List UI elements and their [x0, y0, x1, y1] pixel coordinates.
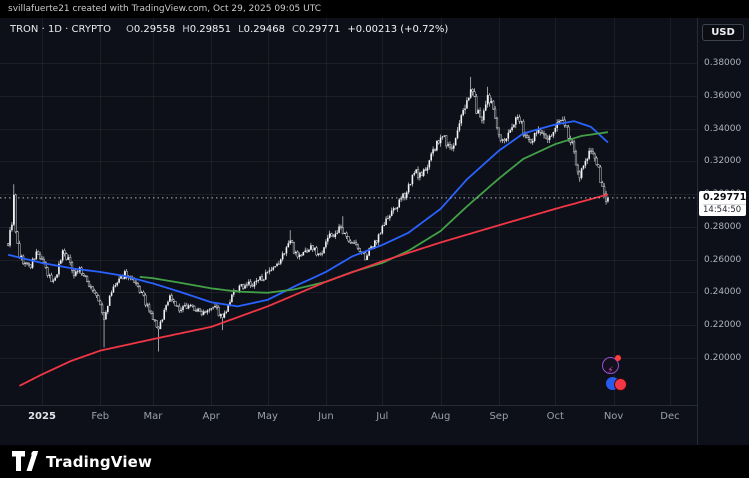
- low-label: L: [238, 24, 244, 35]
- close-label: C: [292, 24, 299, 35]
- quick-action-button[interactable]: ⚡: [602, 355, 621, 376]
- tradingview-logo-text: TradingView: [46, 452, 153, 471]
- price-axis-label: 0.28000: [704, 221, 742, 232]
- tradingview-logo-icon: [12, 451, 39, 471]
- time-axis-label: Jul: [376, 411, 389, 422]
- chart-legend[interactable]: TRON · 1D · CRYPTO O0.29558 H0.29851 L0.294…: [10, 24, 448, 35]
- price-axis[interactable]: 0.380000.360000.340000.320000.300000.280…: [697, 18, 749, 445]
- last-price-badge: 0.29771 14:54:50: [699, 190, 747, 216]
- close-value: 0.29771: [299, 24, 341, 35]
- attribution-text: svillafuerte21 created with TradingView.…: [8, 4, 321, 14]
- bar-countdown: 14:54:50: [703, 203, 746, 215]
- time-axis-label: Apr: [202, 411, 220, 422]
- price-axis-label: 0.20000: [704, 353, 742, 363]
- price-axis-label: 0.32000: [704, 156, 742, 167]
- price-axis-label: 0.36000: [704, 90, 742, 101]
- currency-badge[interactable]: USD: [702, 24, 744, 41]
- time-axis-label: Aug: [430, 411, 451, 422]
- tradingview-logo[interactable]: TradingView: [12, 451, 152, 472]
- price-axis-label: 0.26000: [704, 254, 742, 265]
- price-axis-label: 0.22000: [704, 320, 742, 331]
- lightning-icon: ⚡: [607, 366, 614, 376]
- high-label: H: [182, 24, 190, 35]
- change-value: +0.00213 (+0.72%): [347, 24, 449, 35]
- last-price-value: 0.29771: [703, 191, 747, 203]
- trade-buttons[interactable]: [606, 376, 630, 392]
- time-axis-label: Feb: [91, 411, 110, 422]
- time-axis-label: 2025: [28, 411, 56, 422]
- open-label: O: [125, 24, 134, 35]
- time-axis-label: May: [257, 411, 278, 422]
- sell-circle-icon: [614, 378, 627, 391]
- open-value: 0.29558: [133, 24, 176, 35]
- price-chart-canvas[interactable]: [0, 18, 749, 445]
- footer-bar: TradingView: [0, 445, 749, 478]
- symbol-title[interactable]: TRON · 1D · CRYPTO: [10, 24, 111, 35]
- chart-area[interactable]: TRON · 1D · CRYPTO O0.29558 H0.29851 L0.294…: [0, 18, 749, 445]
- high-value: 0.29851: [189, 24, 232, 35]
- price-axis-label: 0.34000: [704, 123, 742, 134]
- time-axis-label: Sep: [489, 411, 509, 422]
- time-axis-label: Mar: [143, 411, 163, 422]
- notification-dot: [615, 355, 621, 361]
- price-axis-label: 0.24000: [704, 287, 742, 298]
- time-axis[interactable]: 2025 Feb Mar Apr May Jun Jul Aug Sep Oct Nov Dec: [0, 405, 698, 431]
- price-axis-label: 0.38000: [704, 58, 742, 68]
- attribution-bar: svillafuerte21 created with TradingView.…: [0, 0, 749, 18]
- time-axis-label: Oct: [546, 411, 564, 422]
- time-axis-label: Nov: [603, 411, 624, 422]
- low-value: 0.29468: [243, 24, 286, 35]
- time-axis-label: Dec: [660, 411, 680, 422]
- time-axis-label: Jun: [318, 411, 334, 422]
